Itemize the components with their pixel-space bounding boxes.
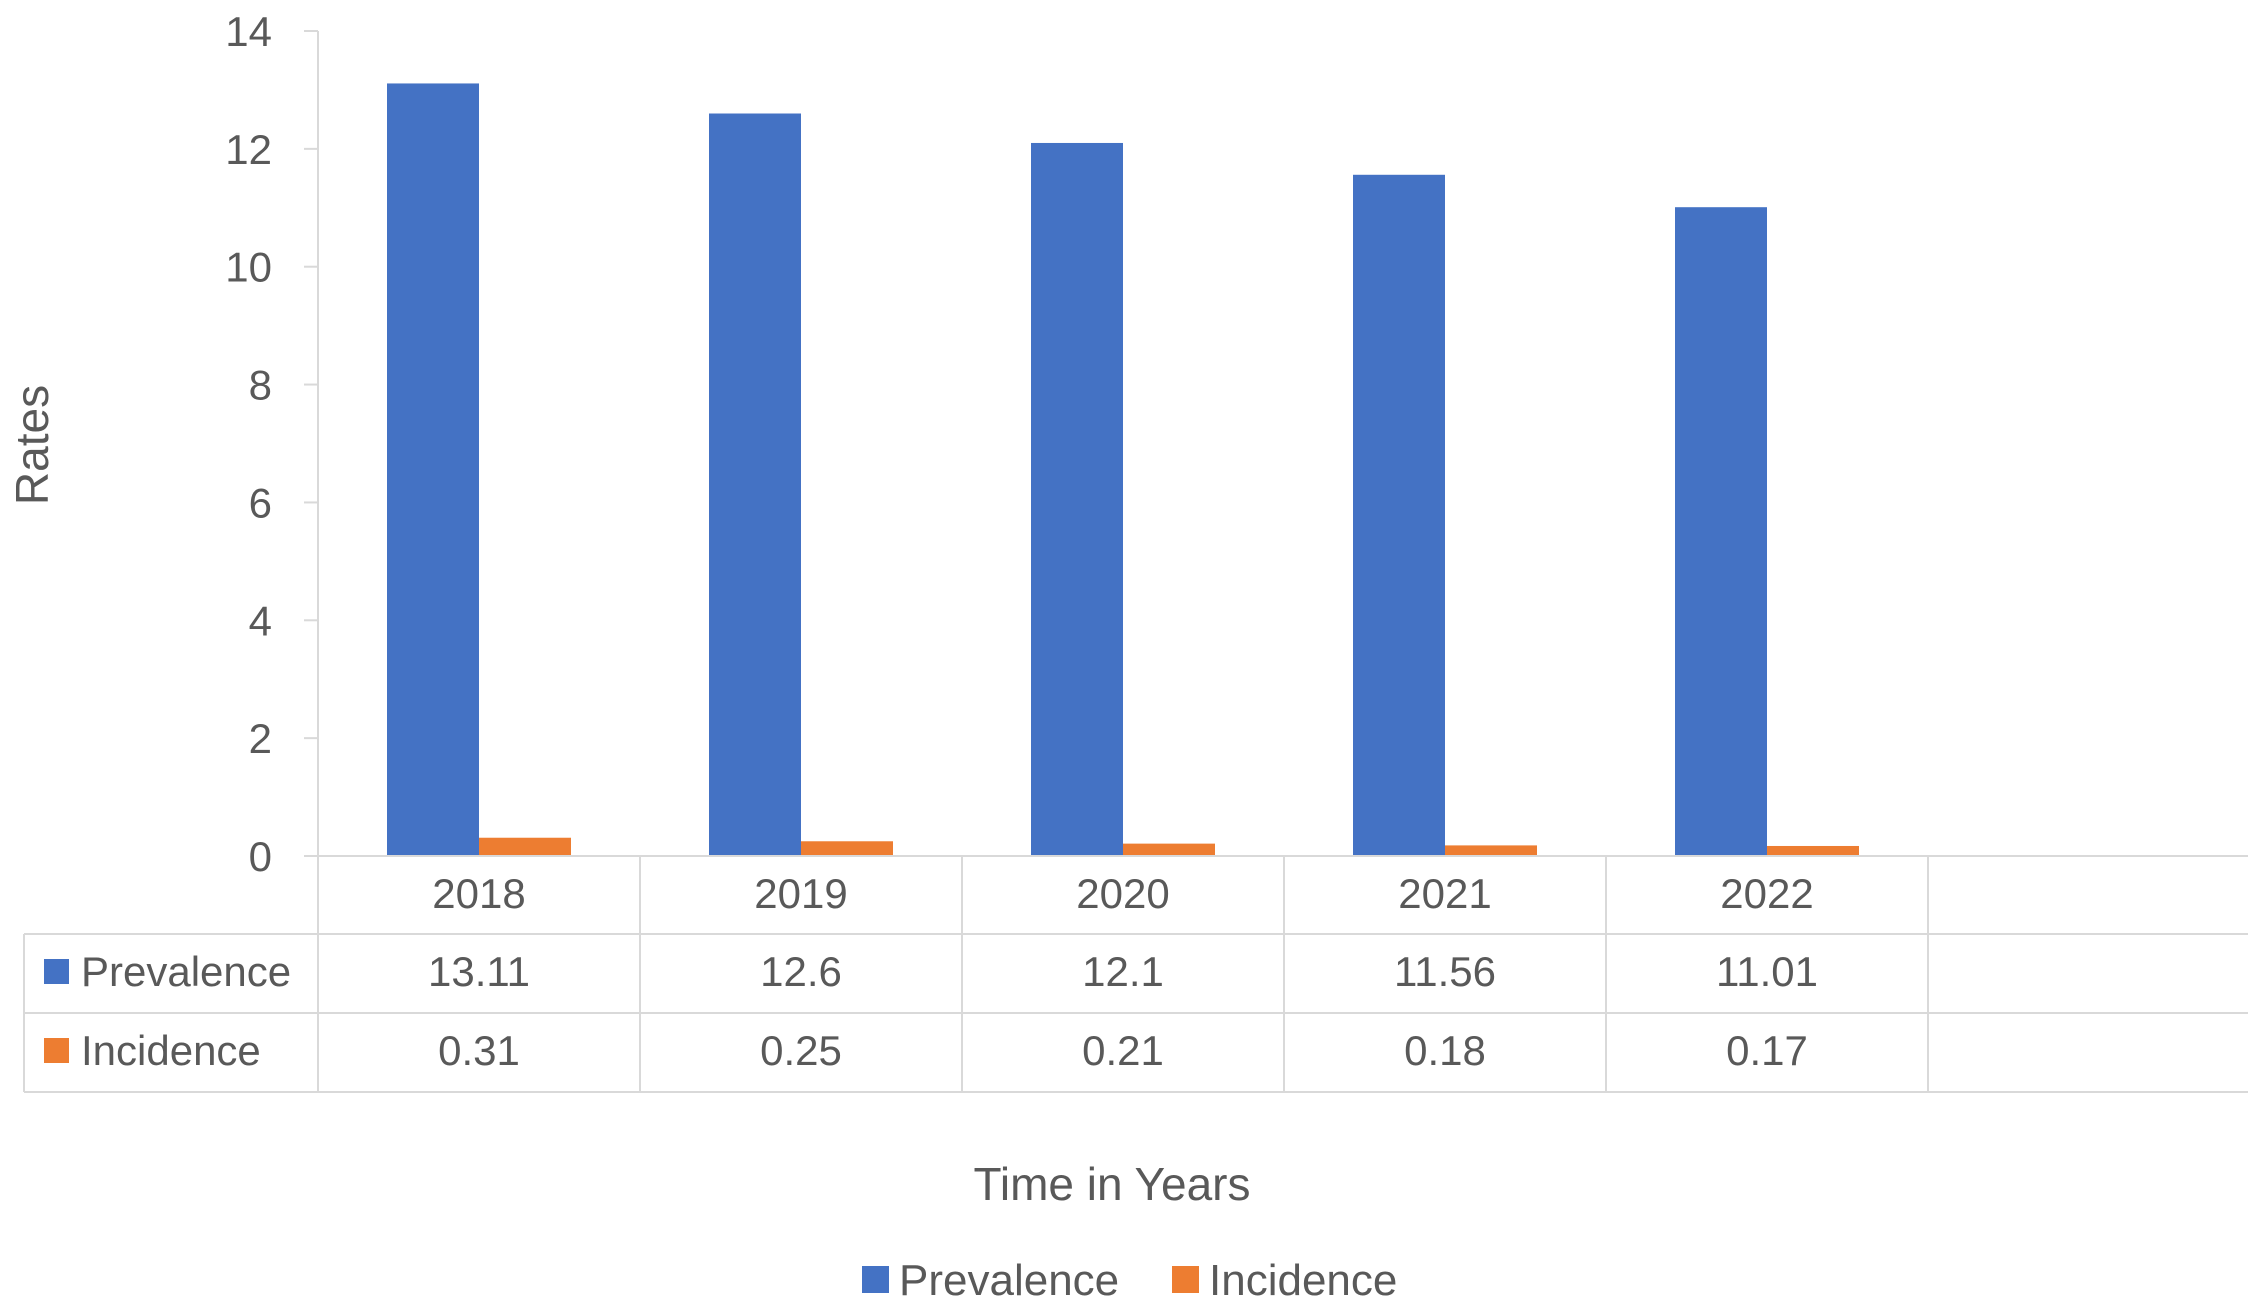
legend-label: Prevalence bbox=[899, 1256, 1119, 1305]
bar-prevalence-2019 bbox=[709, 113, 801, 856]
table-cell-value: 11.01 bbox=[1716, 948, 1818, 995]
y-tick-label: 6 bbox=[249, 479, 272, 526]
table-swatch-incidence bbox=[44, 1038, 69, 1063]
table-cell-value: 0.31 bbox=[438, 1027, 520, 1074]
data-table: 2018 2019 2020 2021 2022 Prevalence 13.11 12.6 1… bbox=[23, 855, 2248, 1093]
bar-incidence-2020 bbox=[1123, 843, 1215, 856]
y-tick-label: 12 bbox=[225, 126, 272, 173]
table-swatch-prevalence bbox=[44, 959, 69, 984]
table-cell-value: 13.11 bbox=[428, 948, 530, 995]
y-tick-label: 14 bbox=[225, 8, 272, 55]
bar-incidence-2018 bbox=[479, 837, 571, 856]
table-cell-value: 12.6 bbox=[760, 948, 842, 995]
y-tick-label: 0 bbox=[249, 833, 272, 880]
table-cell-value: 12.1 bbox=[1082, 948, 1164, 995]
y-axis: 0 2 4 6 8 10 12 14 bbox=[225, 8, 319, 880]
y-tick-label: 10 bbox=[225, 244, 272, 291]
bar-prevalence-2020 bbox=[1031, 142, 1123, 856]
x-category-label: 2021 bbox=[1398, 870, 1491, 917]
bar-incidence-2021 bbox=[1445, 845, 1537, 856]
legend: Prevalence Incidence bbox=[862, 1256, 1397, 1305]
table-cell-value: 0.17 bbox=[1726, 1027, 1808, 1074]
y-axis-title: Rates bbox=[6, 385, 58, 505]
x-category-label: 2020 bbox=[1076, 870, 1169, 917]
y-tick-label: 4 bbox=[249, 597, 272, 644]
bar-prevalence-2021 bbox=[1353, 174, 1445, 857]
bar-prevalence-2018 bbox=[387, 83, 479, 857]
table-cell-value: 11.56 bbox=[1394, 948, 1496, 995]
x-category-label: 2018 bbox=[432, 870, 525, 917]
bar-incidence-2022 bbox=[1767, 845, 1859, 856]
bar-prevalence-2022 bbox=[1675, 207, 1767, 857]
x-category-label: 2022 bbox=[1720, 870, 1813, 917]
bar-incidence-2019 bbox=[801, 841, 893, 856]
x-category-label: 2019 bbox=[754, 870, 847, 917]
table-row-label: Incidence bbox=[81, 1027, 261, 1074]
bars bbox=[387, 83, 1859, 857]
table-cell-value: 0.18 bbox=[1404, 1027, 1486, 1074]
x-axis-title: Time in Years bbox=[974, 1158, 1251, 1210]
y-tick-label: 2 bbox=[249, 715, 272, 762]
y-tick-label: 8 bbox=[249, 362, 272, 409]
table-cell-value: 0.25 bbox=[760, 1027, 842, 1074]
table-row-label: Prevalence bbox=[81, 948, 291, 995]
table-cell-value: 0.21 bbox=[1082, 1027, 1164, 1074]
legend-label: Incidence bbox=[1209, 1256, 1397, 1305]
legend-swatch-incidence bbox=[1172, 1266, 1199, 1293]
legend-swatch-prevalence bbox=[862, 1266, 889, 1293]
